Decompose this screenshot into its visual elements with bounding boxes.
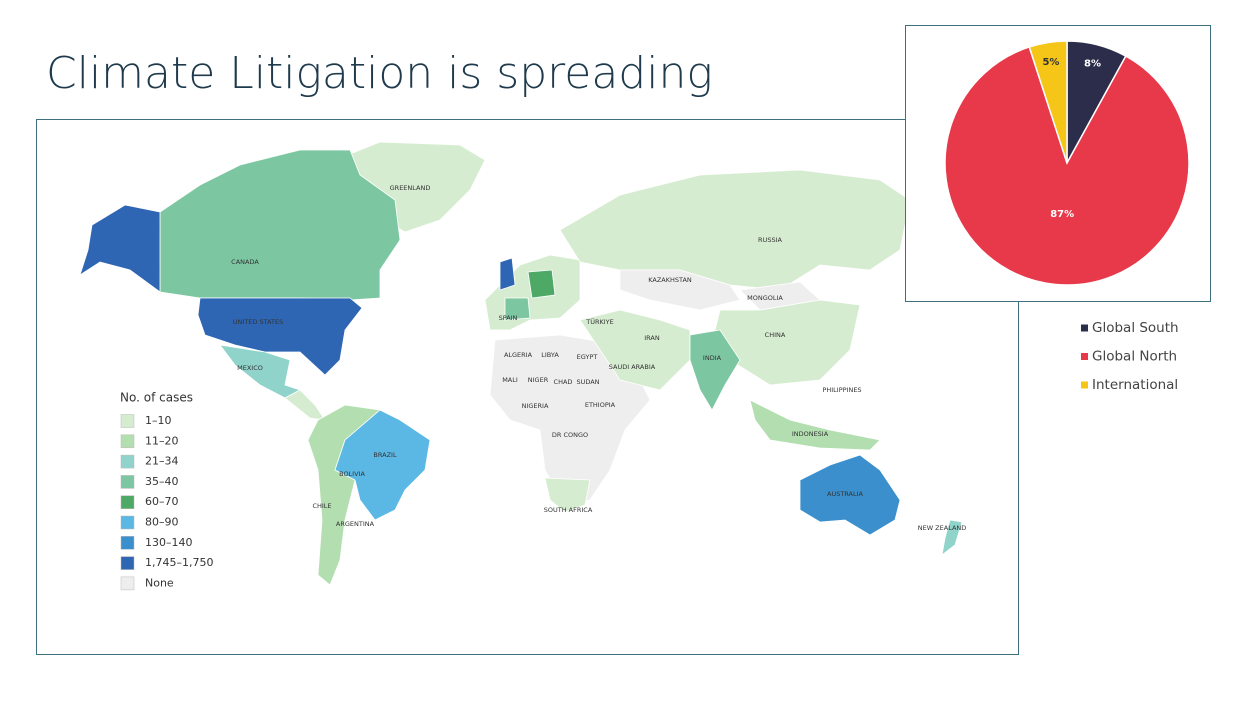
legend-swatch bbox=[120, 556, 135, 570]
legend-label: 1,745–1,750 bbox=[145, 556, 213, 569]
country bbox=[79, 204, 161, 293]
legend-title: No. of cases bbox=[120, 391, 193, 405]
legend-label: 21–34 bbox=[145, 455, 179, 468]
country bbox=[619, 269, 741, 311]
country bbox=[799, 454, 901, 536]
legend-swatch bbox=[1081, 353, 1088, 360]
country-label: CHINA bbox=[765, 331, 786, 339]
pie-value-label: 8% bbox=[1084, 59, 1101, 70]
country-label: CANADA bbox=[231, 258, 259, 266]
legend-swatch bbox=[120, 495, 135, 509]
world-map: GREENLAND CANADA UNITED STATES MEXICO BRAZIL… bbox=[79, 141, 967, 591]
country-label: SAUDI ARABIA bbox=[609, 363, 656, 371]
legend-label: 80–90 bbox=[145, 516, 179, 529]
country-label: MEXICO bbox=[237, 364, 263, 372]
country-label: DR CONGO bbox=[552, 431, 588, 439]
pie-slice bbox=[944, 46, 1190, 286]
country-label: ARGENTINA bbox=[336, 520, 375, 528]
legend-label: 60–70 bbox=[145, 495, 179, 508]
country bbox=[499, 257, 516, 291]
country-label: MALI bbox=[502, 376, 518, 384]
country-label: RUSSIA bbox=[758, 236, 782, 244]
country-label: INDONESIA bbox=[792, 430, 829, 438]
pie-value-label: 87% bbox=[1050, 209, 1074, 220]
country bbox=[689, 329, 741, 411]
country-label: TÜRKIYE bbox=[585, 317, 614, 326]
legend-swatch bbox=[120, 434, 135, 449]
legend-label: 11–20 bbox=[145, 434, 179, 447]
country-label: AUSTRALIA bbox=[827, 490, 864, 498]
country-label: NIGER bbox=[528, 376, 549, 384]
country-label: SOUTH AFRICA bbox=[544, 506, 593, 514]
pie-chart: 8% 87% 5% bbox=[944, 40, 1190, 286]
country-label: IRAN bbox=[644, 334, 660, 342]
country bbox=[334, 409, 431, 521]
legend-label: 1–10 bbox=[145, 414, 172, 427]
country-label: NEW ZEALAND bbox=[918, 524, 967, 532]
country bbox=[749, 399, 881, 451]
country-label: BRAZIL bbox=[373, 451, 397, 459]
country-label: ALGERIA bbox=[504, 351, 533, 359]
legend-swatch bbox=[120, 536, 135, 550]
legend-label: 35–40 bbox=[145, 475, 179, 488]
legend-swatch bbox=[120, 475, 135, 489]
country-label: GREENLAND bbox=[390, 184, 431, 192]
legend-swatch bbox=[120, 454, 135, 469]
country-label: PHILIPPINES bbox=[822, 386, 861, 394]
country bbox=[544, 477, 591, 513]
country-label: UNITED STATES bbox=[233, 318, 283, 326]
country bbox=[197, 297, 363, 376]
legend-label: Global South bbox=[1092, 320, 1179, 336]
legend-swatch bbox=[120, 414, 135, 428]
legend-label: Global North bbox=[1092, 349, 1177, 365]
legend-label: None bbox=[145, 576, 174, 589]
country-label: NIGERIA bbox=[522, 402, 549, 410]
country-label: SPAIN bbox=[499, 314, 518, 322]
legend-swatch bbox=[120, 576, 135, 591]
legend-label: 130–140 bbox=[145, 536, 193, 549]
country-label: SUDAN bbox=[576, 378, 599, 386]
slide-title: Climate Litigation is spreading bbox=[46, 48, 713, 99]
country bbox=[527, 269, 556, 299]
country-label: MONGOLIA bbox=[747, 294, 783, 302]
country bbox=[504, 297, 531, 321]
country-label: INDIA bbox=[703, 354, 722, 362]
country-label: KAZAKHSTAN bbox=[648, 276, 692, 284]
pie-value-label: 5% bbox=[1042, 57, 1059, 68]
country-label: EGYPT bbox=[577, 353, 598, 361]
country-label: BOLIVIA bbox=[339, 470, 365, 478]
legend-swatch bbox=[120, 515, 135, 530]
country-label: CHAD bbox=[554, 378, 573, 386]
country-label: CHILE bbox=[312, 502, 331, 510]
legend-label: International bbox=[1092, 377, 1178, 393]
legend-swatch bbox=[1081, 381, 1088, 389]
country-label: LIBYA bbox=[541, 351, 559, 359]
legend-swatch bbox=[1081, 324, 1088, 332]
country-label: ETHIOPIA bbox=[585, 401, 616, 409]
country bbox=[941, 519, 963, 556]
pie-slice bbox=[1028, 40, 1068, 164]
country bbox=[284, 389, 326, 421]
